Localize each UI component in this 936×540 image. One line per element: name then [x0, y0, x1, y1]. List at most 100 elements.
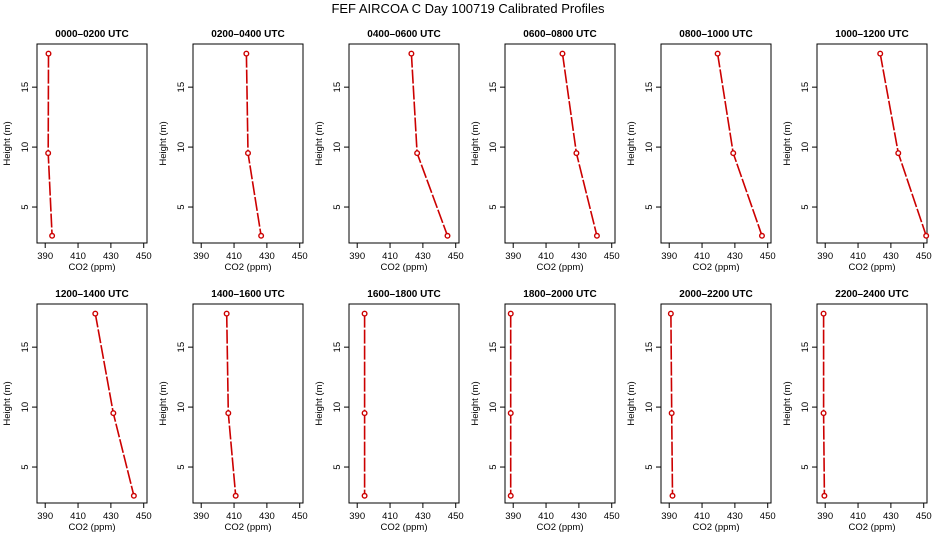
- plot-frame: [192, 303, 304, 504]
- profile-line: [245, 53, 262, 236]
- profile-panel: 1800–2000 UTC 390 410 430 450 5 10 15 CO2 (ppm) H…: [470, 289, 620, 533]
- y-tick-label: 5: [644, 204, 655, 209]
- plot-frame: [348, 303, 460, 504]
- y-tick-label: 10: [488, 142, 499, 153]
- x-tick-label: 450: [136, 511, 152, 522]
- data-point: [361, 310, 368, 317]
- data-point: [243, 50, 250, 57]
- data-point: [668, 410, 675, 417]
- y-tick-label: 15: [644, 82, 655, 93]
- data-point: [444, 232, 451, 239]
- x-tick-label: 410: [538, 511, 554, 522]
- x-tick-label: 430: [883, 511, 899, 522]
- x-tick-label: 390: [193, 251, 209, 262]
- profile-panel: 0200–0400 UTC 390 410 430 450 5 10 15 CO2 (ppm) H…: [158, 29, 308, 273]
- figure-title: FEF AIRCOA C Day 100719 Calibrated Profi…: [331, 1, 605, 16]
- x-tick-label: 430: [571, 511, 587, 522]
- x-tick-label: 450: [916, 251, 932, 262]
- data-point: [507, 492, 514, 499]
- panel-title: 1000–1200 UTC: [835, 29, 908, 40]
- data-point: [667, 310, 674, 317]
- x-tick-label: 390: [505, 511, 521, 522]
- panel-title: 0200–0400 UTC: [211, 29, 284, 40]
- data-point: [559, 50, 566, 57]
- x-tick-label: 450: [448, 511, 464, 522]
- panel-title: 0400–0600 UTC: [367, 29, 440, 40]
- x-tick-label: 410: [226, 251, 242, 262]
- profile-panel: 1600–1800 UTC 390 410 430 450 5 10 15 CO2 (ppm) H…: [314, 289, 464, 533]
- x-tick-label: 410: [850, 511, 866, 522]
- profile-panel: 1400–1600 UTC 390 410 430 450 5 10 15 CO2 (ppm) H…: [158, 289, 308, 533]
- data-point: [593, 232, 600, 239]
- y-axis-label: Height (m): [158, 121, 169, 165]
- x-tick-label: 430: [103, 511, 119, 522]
- x-tick-label: 450: [448, 251, 464, 262]
- y-axis-label: Height (m): [782, 121, 793, 165]
- x-tick-label: 450: [292, 251, 308, 262]
- y-tick-label: 5: [20, 204, 31, 209]
- y-tick-label: 15: [800, 82, 811, 93]
- x-tick-label: 450: [760, 251, 776, 262]
- y-tick-label: 5: [332, 464, 343, 469]
- x-axis-label: CO2 (ppm): [537, 522, 584, 533]
- data-point: [820, 410, 827, 417]
- x-axis-label: CO2 (ppm): [69, 262, 116, 273]
- x-axis-label: CO2 (ppm): [225, 262, 272, 273]
- y-tick-label: 5: [644, 464, 655, 469]
- y-axis-label: Height (m): [2, 381, 13, 425]
- data-point: [821, 492, 828, 499]
- profile-line: [47, 53, 53, 236]
- x-axis-label: CO2 (ppm): [849, 262, 896, 273]
- x-tick-label: 390: [661, 511, 677, 522]
- y-axis-label: Height (m): [626, 381, 637, 425]
- y-tick-label: 10: [644, 142, 655, 153]
- y-tick-label: 5: [800, 204, 811, 209]
- plot-frame: [504, 303, 616, 504]
- x-tick-label: 390: [37, 251, 53, 262]
- data-point: [408, 50, 415, 57]
- data-point: [110, 410, 117, 417]
- y-tick-label: 5: [488, 464, 499, 469]
- data-point: [258, 232, 265, 239]
- data-point: [130, 492, 137, 499]
- profile-line: [410, 53, 449, 237]
- x-axis-label: CO2 (ppm): [381, 262, 428, 273]
- data-point: [45, 50, 52, 57]
- profile-panel: 1000–1200 UTC 390 410 430 450 5 10 15 CO2 (ppm) H…: [782, 29, 932, 273]
- x-tick-label: 410: [70, 251, 86, 262]
- y-tick-label: 5: [176, 464, 187, 469]
- x-tick-label: 390: [349, 251, 365, 262]
- x-tick-label: 390: [817, 511, 833, 522]
- y-axis-label: Height (m): [314, 121, 325, 165]
- data-point: [92, 310, 99, 317]
- data-point: [507, 410, 514, 417]
- y-axis-label: Height (m): [2, 121, 13, 165]
- panel-title: 1400–1600 UTC: [211, 289, 284, 300]
- profile-line: [879, 53, 927, 237]
- y-tick-label: 15: [20, 82, 31, 93]
- plot-frame: [192, 43, 304, 244]
- x-axis-label: CO2 (ppm): [693, 522, 740, 533]
- panel-title: 1600–1800 UTC: [367, 289, 440, 300]
- y-tick-label: 5: [20, 464, 31, 469]
- y-tick-label: 15: [644, 342, 655, 353]
- x-tick-label: 410: [226, 511, 242, 522]
- x-axis-label: CO2 (ppm): [537, 262, 584, 273]
- profile-panel: 2000–2200 UTC 390 410 430 450 5 10 15 CO2 (ppm) H…: [626, 289, 776, 533]
- data-point: [49, 232, 56, 239]
- y-axis-label: Height (m): [314, 381, 325, 425]
- panel-title: 2200–2400 UTC: [835, 289, 908, 300]
- x-axis-label: CO2 (ppm): [693, 262, 740, 273]
- panel-title: 0800–1000 UTC: [679, 29, 752, 40]
- x-tick-label: 410: [694, 251, 710, 262]
- y-tick-label: 10: [800, 142, 811, 153]
- x-tick-label: 430: [103, 251, 119, 262]
- y-tick-label: 15: [488, 82, 499, 93]
- data-point: [669, 492, 676, 499]
- data-point: [507, 310, 514, 317]
- profile-line: [225, 313, 237, 496]
- y-tick-label: 10: [20, 402, 31, 413]
- x-tick-label: 410: [538, 251, 554, 262]
- y-tick-label: 15: [800, 342, 811, 353]
